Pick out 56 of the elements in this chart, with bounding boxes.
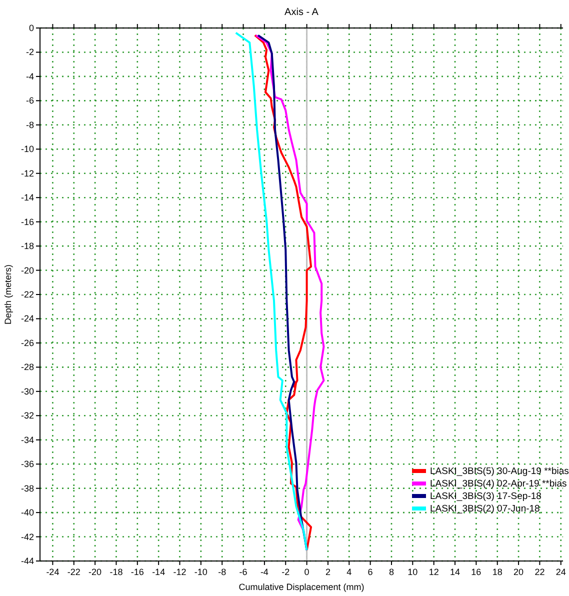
legend-label: LASKI_3BIS(2) 07-Jun-18 (430, 504, 540, 514)
x-tick-label: 24 (556, 567, 566, 577)
x-tick-label: 4 (346, 567, 352, 577)
y-tick-label: -4 (26, 71, 34, 82)
x-tick-label: -24 (46, 567, 60, 577)
y-tick-label: -18 (20, 241, 34, 252)
y-tick-label: -6 (26, 96, 34, 106)
x-tick-label: 10 (408, 567, 418, 577)
y-tick-label: -8 (26, 120, 34, 130)
x-axis-title: Cumulative Displacement (mm) (238, 582, 364, 592)
y-tick-label: -26 (20, 338, 34, 348)
x-tick-label: 6 (368, 567, 373, 577)
x-tick-label: -6 (239, 567, 248, 577)
y-tick-label: -12 (20, 168, 34, 178)
y-tick-label: 0 (28, 23, 34, 33)
x-tick-label: 8 (388, 567, 394, 577)
x-tick-label: 16 (471, 567, 482, 577)
legend-label: LASKI_3BIS(3) 17-Sep-18 (430, 491, 542, 502)
x-tick-label: -18 (110, 567, 123, 577)
x-tick-label: -22 (67, 567, 80, 577)
y-tick-label: -40 (20, 508, 34, 518)
legend-label: LASKI_3BIS(5) 30-Aug-19 **bias (430, 466, 569, 477)
x-tick-label: 14 (450, 567, 460, 577)
y-tick-label: -30 (20, 386, 34, 396)
y-axis-title: Depth (meters) (3, 264, 13, 325)
y-tick-label: -20 (20, 265, 34, 276)
y-tick-label: -22 (20, 290, 34, 300)
x-tick-label: 20 (514, 567, 524, 577)
y-tick-label: -2 (26, 47, 34, 58)
x-tick-label: -4 (260, 567, 268, 577)
x-tick-label: 0 (304, 567, 310, 577)
x-tick-label: -8 (218, 567, 226, 577)
legend-label: LASKI_3BIS(4) 02-Apr-19 **bias (430, 478, 568, 490)
y-tick-label: -34 (20, 434, 34, 445)
y-tick-label: -42 (20, 532, 34, 542)
y-tick-label: -16 (20, 216, 34, 227)
x-tick-label: -14 (152, 567, 166, 577)
y-tick-label: -10 (20, 144, 34, 154)
chart-title: Axis - A (284, 7, 319, 18)
y-tick-label: -24 (20, 314, 34, 324)
x-tick-label: 18 (492, 567, 502, 577)
x-tick-label: -12 (173, 567, 186, 577)
y-tick-label: -28 (20, 362, 34, 372)
x-tick-label: -10 (194, 567, 208, 577)
x-tick-label: 12 (428, 567, 439, 577)
x-tick-label: -16 (130, 567, 144, 577)
x-tick-label: 22 (534, 567, 545, 577)
x-tick-label: 2 (325, 567, 330, 577)
x-tick-label: -20 (88, 567, 102, 577)
x-tick-label: -2 (282, 567, 290, 577)
y-tick-label: -36 (20, 459, 34, 470)
line-series (234, 32, 308, 552)
y-tick-label: -14 (20, 192, 34, 203)
y-tick-label: -38 (20, 483, 34, 494)
y-tick-label: -32 (20, 410, 34, 421)
y-tick-label: -44 (20, 556, 34, 566)
